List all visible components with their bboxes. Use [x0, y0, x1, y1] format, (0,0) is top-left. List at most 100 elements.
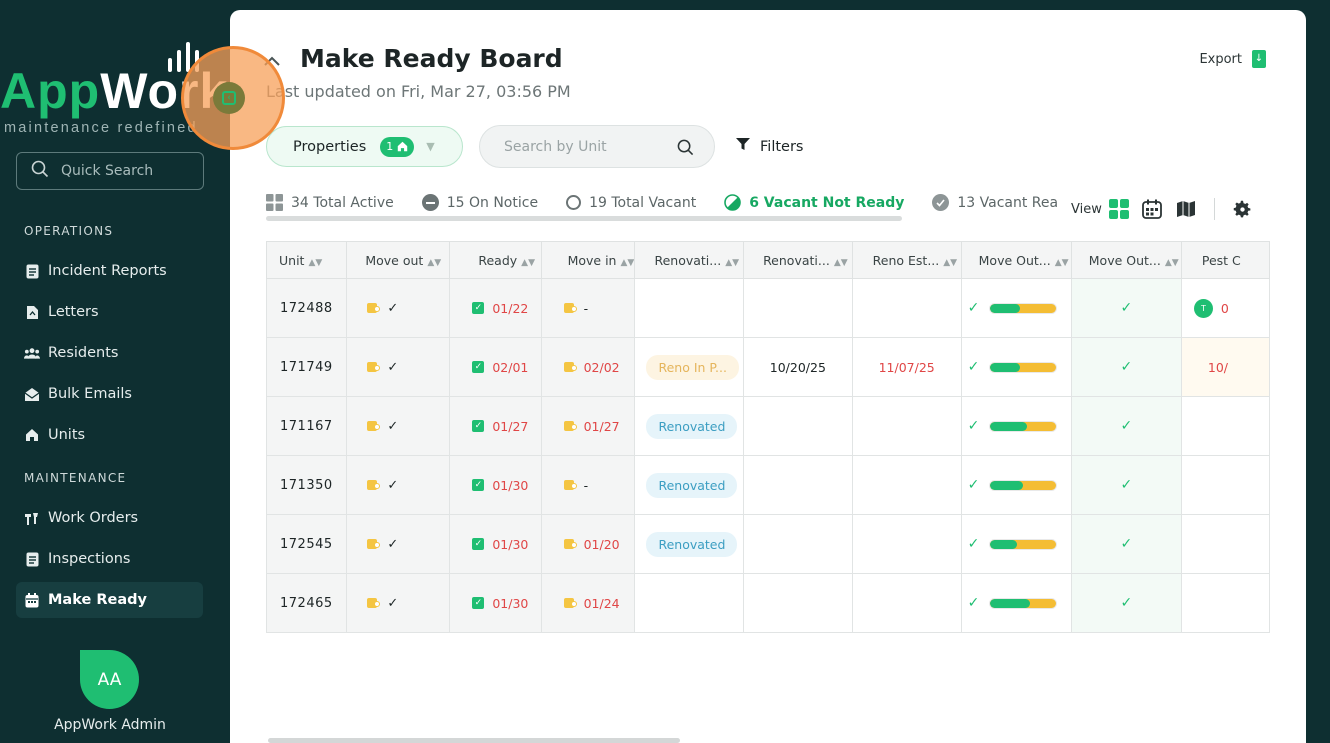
column-header-move-in[interactable]: Move in ▲▼ — [540, 241, 636, 279]
table-row[interactable]: 171167 ✓ ✓ 01/27 01/27 Renovated ✓ ✓ — [266, 396, 1270, 456]
tab-on-notice[interactable]: 15 On Notice — [421, 194, 538, 211]
export-button[interactable]: Export ↓ — [1199, 50, 1266, 68]
move-out-cell[interactable]: ✓ — [346, 278, 451, 338]
move-out-check-cell[interactable]: ✓ — [1070, 573, 1182, 633]
renovation-status-cell[interactable]: Renovated — [634, 514, 745, 574]
unit-cell[interactable]: 171350 — [266, 455, 348, 515]
move-out-check-cell[interactable]: ✓ — [1070, 514, 1182, 574]
unit-cell[interactable]: 172488 — [266, 278, 348, 338]
column-header-move-out-progress[interactable]: Move Out... ▲▼ — [960, 241, 1072, 279]
pest-control-cell[interactable] — [1180, 396, 1270, 456]
reno-estimate-cell[interactable] — [851, 396, 962, 456]
avatar[interactable]: AA — [80, 650, 139, 709]
tab-vacant-ready[interactable]: 13 Vacant Rea — [932, 194, 1058, 211]
sidebar-item-units[interactable]: Units — [16, 417, 203, 453]
renovation-status-cell[interactable]: Renovated — [634, 455, 745, 515]
sidebar-item-make-ready[interactable]: Make Ready — [16, 582, 203, 618]
calendar-view-icon[interactable] — [1142, 199, 1162, 219]
sidebar-item-letters[interactable]: Letters — [16, 294, 203, 330]
move-out-progress-cell[interactable]: ✓ — [960, 337, 1072, 397]
collapse-sidebar-button[interactable]: ‹ — [213, 82, 245, 114]
sidebar-item-bulk-emails[interactable]: Bulk Emails — [16, 376, 203, 412]
ready-cell[interactable]: ✓ 01/30 — [449, 514, 542, 574]
pest-control-cell[interactable]: 10/ — [1180, 337, 1270, 397]
column-header-move-out[interactable]: Move out ▲▼ — [346, 241, 451, 279]
sidebar-item-residents[interactable]: Residents — [16, 335, 203, 371]
unit-search-input[interactable] — [504, 138, 664, 155]
table-row[interactable]: 172545 ✓ ✓ 01/30 01/20 Renovated ✓ ✓ — [266, 514, 1270, 574]
search-icon[interactable] — [677, 139, 694, 160]
tab-vacant-not-ready[interactable]: 6 Vacant Not Ready — [724, 194, 904, 211]
column-header-move-out-check[interactable]: Move Out... ▲▼ — [1070, 241, 1182, 279]
properties-dropdown[interactable]: Properties 1 ▼ — [266, 126, 463, 167]
grid-view-icon[interactable] — [1109, 199, 1129, 219]
move-out-progress-cell[interactable]: ✓ — [960, 278, 1072, 338]
table-row[interactable]: 172465 ✓ ✓ 01/30 01/24 ✓ ✓ — [266, 573, 1270, 633]
move-in-cell[interactable]: 02/02 — [540, 337, 636, 397]
gear-icon[interactable] — [1232, 199, 1252, 219]
move-in-cell[interactable]: 01/20 — [540, 514, 636, 574]
unit-search[interactable] — [479, 125, 715, 168]
sidebar-item-work-orders[interactable]: Work Orders — [16, 500, 203, 536]
renovation-status-cell[interactable]: Renovated — [634, 396, 745, 456]
unit-cell[interactable]: 172465 — [266, 573, 348, 633]
reno-estimate-cell[interactable]: 11/07/25 — [851, 337, 962, 397]
move-out-cell[interactable]: ✓ — [346, 514, 451, 574]
move-out-cell[interactable]: ✓ — [346, 573, 451, 633]
move-out-cell[interactable]: ✓ — [346, 337, 451, 397]
renovation-start-cell[interactable] — [743, 278, 853, 338]
renovation-start-cell[interactable] — [743, 573, 853, 633]
move-out-progress-cell[interactable]: ✓ — [960, 514, 1072, 574]
move-in-cell[interactable]: - — [540, 278, 636, 338]
tab-total-active[interactable]: 34 Total Active — [266, 194, 394, 211]
sidebar-item-inspections[interactable]: Inspections — [16, 541, 203, 577]
reno-estimate-cell[interactable] — [851, 278, 962, 338]
renovation-start-cell[interactable] — [743, 455, 853, 515]
ready-cell[interactable]: ✓ 02/01 — [449, 337, 542, 397]
quick-search[interactable]: Quick Search — [16, 152, 204, 190]
column-header-renovation-status[interactable]: Renovati... ▲▼ — [634, 241, 745, 279]
sidebar-item-incident-reports[interactable]: Incident Reports — [16, 253, 203, 289]
tab-total-vacant[interactable]: 19 Total Vacant — [566, 195, 696, 211]
renovation-start-cell[interactable] — [743, 396, 853, 456]
column-header-renovation-start[interactable]: Renovati... ▲▼ — [743, 241, 853, 279]
renovation-status-cell[interactable]: Reno In P... — [634, 337, 745, 397]
ready-cell[interactable]: ✓ 01/30 — [449, 573, 542, 633]
map-view-icon[interactable] — [1176, 199, 1196, 219]
move-out-progress-cell[interactable]: ✓ — [960, 455, 1072, 515]
move-in-cell[interactable]: 01/27 — [540, 396, 636, 456]
move-out-check-cell[interactable]: ✓ — [1070, 337, 1182, 397]
renovation-status-cell[interactable] — [634, 573, 745, 633]
column-header-pest-control[interactable]: Pest C — [1180, 241, 1270, 279]
ready-cell[interactable]: ✓ 01/22 — [449, 278, 542, 338]
move-in-cell[interactable]: 01/24 — [540, 573, 636, 633]
pest-control-cell[interactable] — [1180, 514, 1270, 574]
renovation-start-cell[interactable]: 10/20/25 — [743, 337, 853, 397]
unit-cell[interactable]: 171167 — [266, 396, 348, 456]
renovation-status-cell[interactable] — [634, 278, 745, 338]
pest-control-cell[interactable] — [1180, 455, 1270, 515]
ready-cell[interactable]: ✓ 01/30 — [449, 455, 542, 515]
table-row[interactable]: 171350 ✓ ✓ 01/30 - Renovated ✓ ✓ — [266, 455, 1270, 515]
move-out-cell[interactable]: ✓ — [346, 455, 451, 515]
table-row[interactable]: 171749 ✓ ✓ 02/01 02/02 Reno In P... 10/20… — [266, 337, 1270, 397]
column-header-unit[interactable]: Unit ▲▼ — [266, 241, 348, 279]
reno-estimate-cell[interactable] — [851, 514, 962, 574]
unit-cell[interactable]: 171749 — [266, 337, 348, 397]
move-out-check-cell[interactable]: ✓ — [1070, 455, 1182, 515]
move-out-progress-cell[interactable]: ✓ — [960, 573, 1072, 633]
unit-cell[interactable]: 172545 — [266, 514, 348, 574]
tabs-scrollbar[interactable] — [266, 216, 902, 221]
reno-estimate-cell[interactable] — [851, 573, 962, 633]
pest-control-cell[interactable] — [1180, 573, 1270, 633]
move-out-cell[interactable]: ✓ — [346, 396, 451, 456]
move-out-progress-cell[interactable]: ✓ — [960, 396, 1072, 456]
ready-cell[interactable]: ✓ 01/27 — [449, 396, 542, 456]
move-out-check-cell[interactable]: ✓ — [1070, 396, 1182, 456]
move-in-cell[interactable]: - — [540, 455, 636, 515]
column-header-ready[interactable]: Ready ▲▼ — [449, 241, 542, 279]
move-out-check-cell[interactable]: ✓ — [1070, 278, 1182, 338]
table-horizontal-scrollbar[interactable] — [268, 738, 680, 743]
